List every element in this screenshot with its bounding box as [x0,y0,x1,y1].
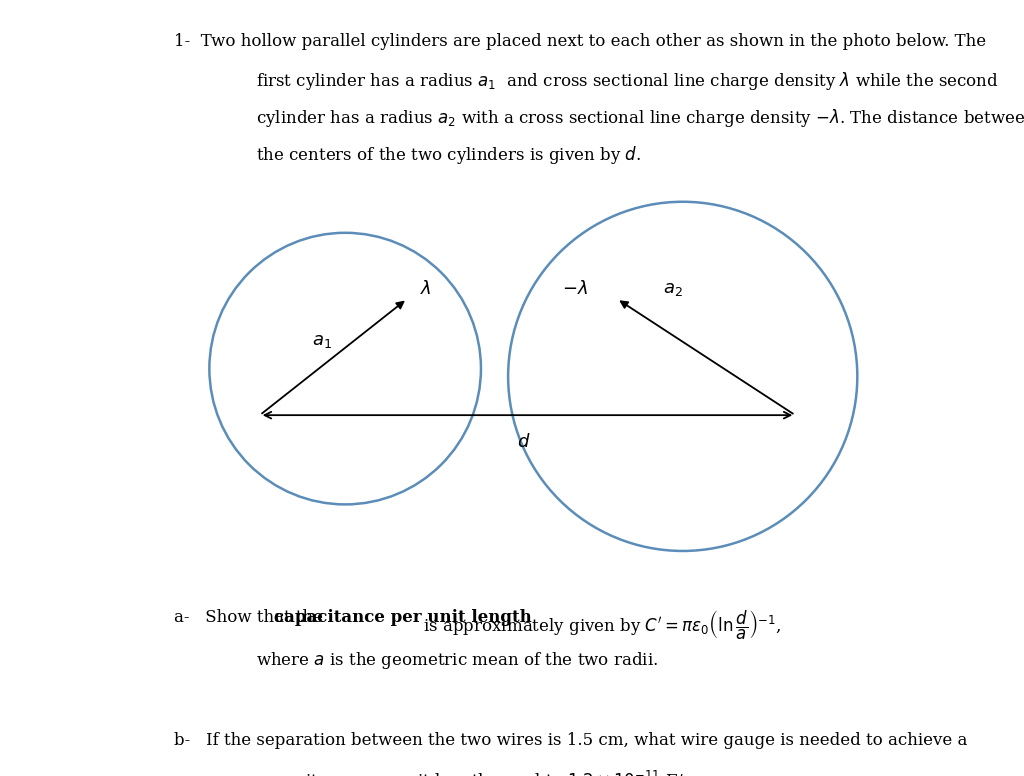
Text: $\lambda$: $\lambda$ [421,279,432,298]
Text: the centers of the two cylinders is given by $d$.: the centers of the two cylinders is give… [256,144,641,166]
Text: $-\lambda$: $-\lambda$ [562,279,588,298]
Text: capacitance per unit length: capacitance per unit length [273,609,531,626]
Text: $a_1$: $a_1$ [312,332,332,351]
Text: b-   If the separation between the two wires is 1.5 cm, what wire gauge is neede: b- If the separation between the two wir… [174,732,968,749]
Text: first cylinder has a radius $a_1$  and cross sectional line charge density $\lam: first cylinder has a radius $a_1$ and cr… [256,70,998,92]
Text: $a_2$: $a_2$ [664,279,683,298]
Text: $d$: $d$ [517,433,530,451]
Text: a-   Show that the: a- Show that the [174,609,329,626]
Text: capacitance per unit length equal to $1.2\times10^{-11}$ F/m: capacitance per unit length equal to $1.… [256,769,699,776]
Text: 1-  Two hollow parallel cylinders are placed next to each other as shown in the : 1- Two hollow parallel cylinders are pla… [174,33,986,50]
Text: is approximately given by $C'= \pi \varepsilon_0 \left( \ln\dfrac{d}{a} \right)^: is approximately given by $C'= \pi \vare… [418,609,781,643]
Text: cylinder has a radius $a_2$ with a cross sectional line charge density $-\lambda: cylinder has a radius $a_2$ with a cross… [256,107,1024,129]
Text: where $a$ is the geometric mean of the two radii.: where $a$ is the geometric mean of the t… [256,650,658,670]
